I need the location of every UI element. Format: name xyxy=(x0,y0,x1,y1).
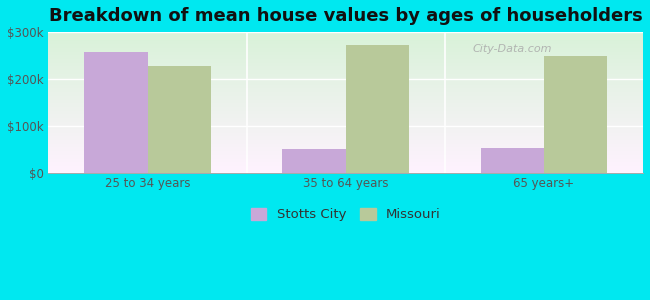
Title: Breakdown of mean house values by ages of householders: Breakdown of mean house values by ages o… xyxy=(49,7,643,25)
Bar xyxy=(346,45,409,172)
Bar xyxy=(282,149,346,172)
Legend: Stotts City, Missouri: Stotts City, Missouri xyxy=(246,204,445,225)
Bar xyxy=(84,52,148,172)
Bar xyxy=(480,148,544,172)
Bar xyxy=(544,56,607,172)
Text: City-Data.com: City-Data.com xyxy=(473,44,552,54)
Bar xyxy=(148,66,211,172)
